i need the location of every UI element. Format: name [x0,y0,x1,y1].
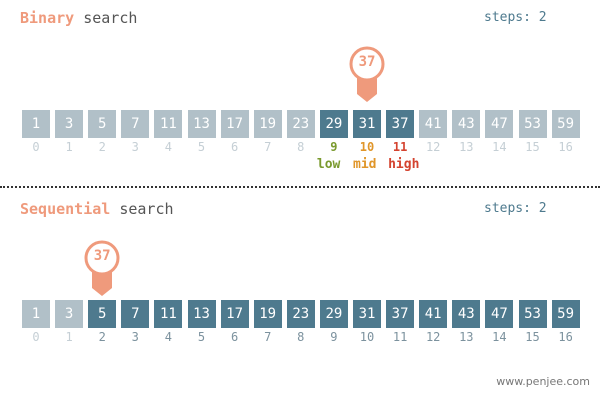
array-index: 2 [98,140,106,154]
array-cell: 17 [220,300,249,328]
array-cell: 37 [386,110,415,138]
array-cell: 13 [187,110,216,138]
array-cell: 59 [551,110,580,138]
sequential-steps: steps: 2 [484,201,547,216]
array-cell: 59 [551,300,580,328]
array-index: 10 [359,330,375,344]
array-cell: 53 [518,300,547,328]
binary-target-value: 37 [358,54,376,70]
array-index: 15 [525,330,540,344]
array-cell: 11 [154,300,183,328]
array-index: 6 [230,140,239,154]
binary-search-section: Binary search steps: 2 1 0 3 1 5 2 7 3 11 4 13 5 17 6… [0,0,600,190]
binary-pointer: 37 [347,46,387,102]
binary-title-rest: search [74,9,138,27]
array-cell: 1 [22,300,50,328]
array-index: 13 [459,330,474,344]
sequential-title: Sequential search [20,200,174,218]
array-cell: 23 [286,110,315,138]
array-index: 0 [32,330,40,344]
footer-credit: www.penjee.com [496,375,590,388]
sequential-pointer: 37 [82,240,122,296]
sequential-array: 1 0 3 1 5 2 7 3 11 4 13 5 17 6 19 7 23 8 29 9 31 10 37 11 41 12 43… [0,190,600,380]
array-index: 2 [98,330,106,344]
array-cell: 29 [319,110,348,138]
binary-pin-stem [357,76,377,102]
array-index: 11 [392,330,408,344]
array-cell: 7 [121,110,150,138]
array-index: 3 [131,140,139,154]
array-cell: 19 [253,300,282,328]
sequential-title-rest: search [110,200,174,218]
array-index: 5 [197,330,206,344]
binary-pin-circle [349,46,385,82]
array-index: 4 [164,330,172,344]
binary-title-accent: Binary [20,9,75,27]
array-index: 5 [197,140,206,154]
low-label: low [316,157,341,172]
low-index-value: 9 [330,140,338,154]
binary-pin-icon [349,46,385,102]
array-cell: 47 [485,110,514,138]
array-cell: 41 [419,110,448,138]
array-cell: 43 [452,300,481,328]
array-index: 4 [164,140,172,154]
sequential-pin-circle [84,240,120,276]
array-index: 1 [65,140,73,154]
array-index: 1 [65,330,73,344]
array-index: 12 [425,140,441,154]
binary-array: 1031527311413517619723829931103711411243… [0,0,600,190]
sequential-title-accent: Sequential [20,200,111,218]
array-cell: 1 [22,110,50,138]
array-cell: 53 [518,110,547,138]
array-cell: 5 [88,300,117,328]
array-index: 16 [558,140,573,154]
array-cell: 43 [452,110,481,138]
array-index: 14 [492,140,507,154]
array-index: 0 [32,140,40,154]
array-cell: 19 [253,110,282,138]
array-index: 7 [264,140,272,154]
array-index: 14 [492,330,507,344]
array-index: 8 [297,330,305,344]
array-cell: 41 [419,300,448,328]
array-cell: 3 [55,110,84,138]
sequential-search-section: Sequential search steps: 2 1 0 3 1 5 2 7 3 11 4 13… [0,190,600,380]
array-index: 8 [297,140,305,154]
array-index: 13 [459,140,474,154]
array-cell: 17 [220,110,249,138]
array-cell: 23 [286,300,315,328]
array-cell: 31 [353,110,381,138]
sequential-pin-icon [84,240,120,296]
array-index: 12 [425,330,441,344]
sequential-target-value: 37 [93,248,111,264]
high-index-value: 11 [392,140,408,154]
array-cell: 7 [121,300,150,328]
array-cell: 29 [319,300,348,328]
array-index: 7 [264,330,272,344]
array-cell: 3 [55,300,84,328]
array-cell: 5 [88,110,117,138]
array-index: 6 [230,330,239,344]
high-label: high [388,157,420,172]
mid-label: mid [353,157,377,172]
binary-title: Binary search [20,9,137,27]
array-cell: 47 [485,300,514,328]
array-index: 15 [525,140,540,154]
sequential-pin-stem [92,270,113,296]
array-index: 3 [131,330,139,344]
array-cell: 37 [386,300,415,328]
array-index: 9 [330,330,338,344]
array-cell: 31 [353,300,381,328]
binary-steps: steps: 2 [484,10,547,25]
section-divider [0,186,600,188]
mid-index-value: 10 [359,140,375,154]
array-cell: 13 [187,300,216,328]
array-index: 16 [558,330,573,344]
array-cell: 11 [154,110,183,138]
